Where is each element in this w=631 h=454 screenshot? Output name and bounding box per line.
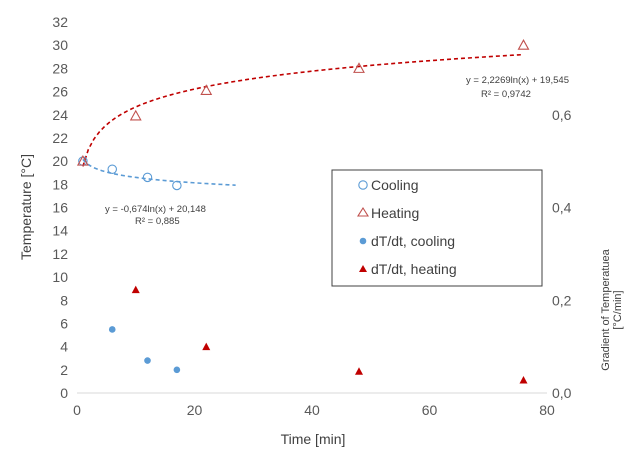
legend-box bbox=[331, 169, 543, 287]
y2-tick-label: 0,4 bbox=[552, 200, 572, 216]
x-tick-label: 20 bbox=[187, 402, 203, 418]
y-axis-title: Temperature [°C] bbox=[18, 154, 34, 260]
y-tick-label: 2 bbox=[60, 362, 68, 378]
axes-layer: 0 20 40 60 80024681012141618202224262830320,… bbox=[52, 14, 571, 418]
x-tick-label: 0 bbox=[73, 402, 81, 418]
point-cooling bbox=[107, 164, 118, 174]
point-dt-dt-heating bbox=[131, 285, 140, 294]
trendline-heating bbox=[82, 53, 524, 167]
legend-item-dtdt-heating: dT/dt, heating bbox=[359, 261, 457, 277]
point-dt-dt-cooling bbox=[108, 326, 116, 333]
point-dt-dt-heating bbox=[519, 376, 528, 384]
point-heating bbox=[517, 39, 530, 50]
legend: Cooling Heating dT/dt, cooling dT/dt, he… bbox=[331, 169, 543, 287]
point-dt-dt-heating bbox=[202, 342, 211, 351]
cooling-trend-equation: y = -0,674ln(x) + 20,148 bbox=[105, 204, 206, 215]
y-tick-label: 22 bbox=[52, 130, 68, 146]
y-tick-label: 30 bbox=[52, 37, 68, 53]
y-tick-label: 26 bbox=[52, 84, 68, 100]
point-cooling bbox=[142, 172, 153, 183]
point-heating bbox=[353, 62, 365, 73]
y-tick-label: 24 bbox=[52, 107, 68, 123]
legend-item-cooling: Cooling bbox=[358, 177, 418, 193]
y-tick-label: 8 bbox=[60, 292, 68, 308]
y-tick-label: 4 bbox=[60, 339, 68, 355]
trendline-cooling bbox=[82, 158, 236, 186]
trendline-layer bbox=[82, 53, 524, 186]
point-dt-dt-cooling bbox=[173, 366, 181, 374]
y-tick-label: 18 bbox=[52, 176, 68, 192]
legend-marker-dtdt-cooling bbox=[359, 237, 367, 245]
heating-trend-equation: y = 2,2269ln(x) + 19,545 bbox=[466, 75, 569, 86]
x-tick-label: 80 bbox=[539, 402, 555, 418]
y-tick-label: 10 bbox=[52, 269, 68, 285]
y2-tick-label: 0,2 bbox=[552, 292, 572, 308]
x-axis-title: Time [min] bbox=[281, 431, 346, 447]
point-cooling bbox=[172, 180, 182, 191]
point-heating bbox=[129, 109, 142, 121]
cooling-trend-r2: R² = 0,885 bbox=[135, 216, 180, 227]
y2-tick-label: 0,6 bbox=[552, 107, 572, 123]
y-tick-label: 6 bbox=[60, 315, 68, 331]
y-tick-label: 12 bbox=[52, 246, 68, 262]
y-tick-label: 28 bbox=[52, 60, 68, 76]
y2-axis-unit: [°C/min] bbox=[612, 290, 624, 329]
point-heating bbox=[76, 154, 89, 166]
y-tick-label: 14 bbox=[52, 223, 68, 239]
y-tick-label: 20 bbox=[52, 153, 68, 169]
y-tick-label: 0 bbox=[60, 385, 68, 401]
legend-marker-cooling bbox=[358, 180, 368, 190]
point-dt-dt-cooling bbox=[144, 357, 151, 364]
legend-marker-heating bbox=[357, 206, 369, 217]
legend-marker-dtdt-heating bbox=[359, 265, 367, 272]
legend-label-heating: Heating bbox=[371, 205, 419, 221]
y2-axis-title: Gradient of Temperatuea bbox=[600, 248, 612, 370]
legend-label-dtdt-heating: dT/dt, heating bbox=[371, 261, 457, 277]
legend-label-cooling: Cooling bbox=[371, 177, 418, 193]
point-heating bbox=[200, 84, 213, 95]
x-tick-label: 40 bbox=[304, 402, 320, 418]
x-tick-label: 60 bbox=[422, 402, 438, 418]
y-tick-label: 32 bbox=[52, 14, 68, 30]
legend-label-dtdt-cooling: dT/dt, cooling bbox=[371, 233, 455, 249]
marks-layer bbox=[76, 39, 530, 384]
heating-trend-r2: R² = 0,9742 bbox=[481, 89, 531, 100]
legend-item-dtdt-cooling: dT/dt, cooling bbox=[359, 233, 455, 249]
point-dt-dt-heating bbox=[355, 367, 363, 375]
y2-tick-label: 0,0 bbox=[552, 385, 572, 401]
legend-item-heating: Heating bbox=[357, 205, 419, 221]
y-tick-label: 16 bbox=[52, 200, 68, 216]
